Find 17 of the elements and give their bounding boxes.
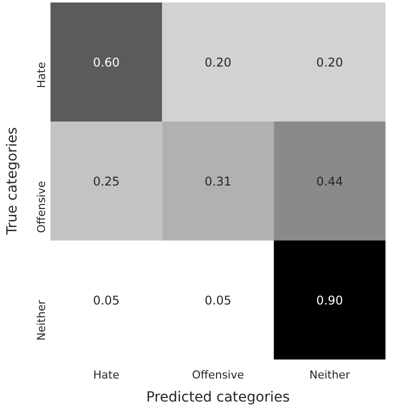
y-tick-label: Hate: [35, 62, 48, 88]
data-label: 0.20: [316, 56, 344, 70]
data-label: 0.60: [92, 56, 120, 70]
data-label: 0.44: [316, 174, 344, 188]
x-axis-title: Predicted categories: [146, 390, 290, 406]
data-label: 0.20: [204, 56, 232, 70]
x-tick-label: Offensive: [192, 368, 244, 382]
x-tick-label: Hate: [93, 368, 120, 382]
data-label: 0.05: [92, 294, 120, 308]
data-label: 0.31: [204, 174, 232, 188]
y-tick-label: Offensive: [35, 180, 48, 234]
x-tick-label: Neither: [309, 368, 350, 382]
y-axis-title: True categories: [4, 127, 20, 236]
data-label: 0.90: [316, 294, 344, 308]
data-label: 0.25: [92, 174, 120, 188]
y-tick-label: Neither: [35, 300, 48, 341]
data-label: 0.05: [204, 294, 232, 308]
